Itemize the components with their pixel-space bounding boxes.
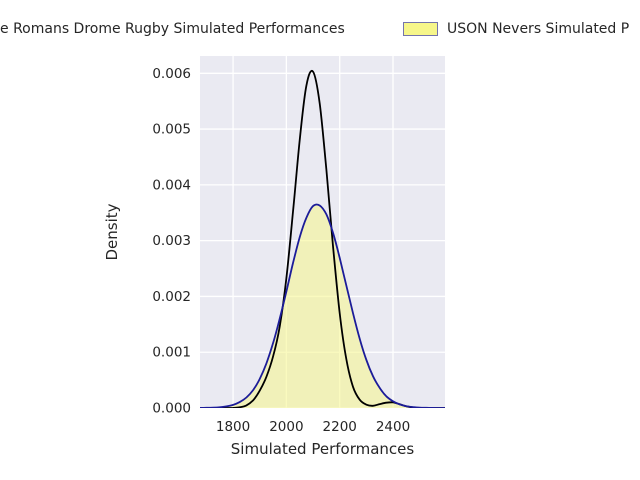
y-tick-label: 0.000 <box>152 401 191 417</box>
y-tick-label: 0.004 <box>152 177 191 193</box>
legend-item-drome-rugby: e Romans Drome Rugby Simulated Performan… <box>0 21 345 37</box>
y-axis-label: Density <box>103 203 121 260</box>
legend-label-drome-rugby: e Romans Drome Rugby Simulated Performan… <box>0 21 345 37</box>
legend-label-uson-nevers: USON Nevers Simulated P <box>447 21 630 37</box>
x-tick-label: 1800 <box>216 419 250 435</box>
legend-item-uson-nevers: USON Nevers Simulated P <box>403 21 629 37</box>
y-tick-label: 0.002 <box>152 289 191 305</box>
x-tick-label: 2400 <box>376 419 410 435</box>
nevers-density-fill <box>200 204 445 408</box>
x-tick-label: 2000 <box>269 419 303 435</box>
y-tick-label: 0.003 <box>152 233 191 249</box>
x-tick-label: 2200 <box>323 419 357 435</box>
legend-swatch-yellow-patch <box>403 22 438 36</box>
x-axis-label: Simulated Performances <box>231 440 415 458</box>
y-tick-label: 0.005 <box>152 122 191 138</box>
nevers-density-curve <box>200 203 445 408</box>
y-tick-label: 0.001 <box>152 345 191 361</box>
y-tick-label: 0.006 <box>152 66 191 82</box>
